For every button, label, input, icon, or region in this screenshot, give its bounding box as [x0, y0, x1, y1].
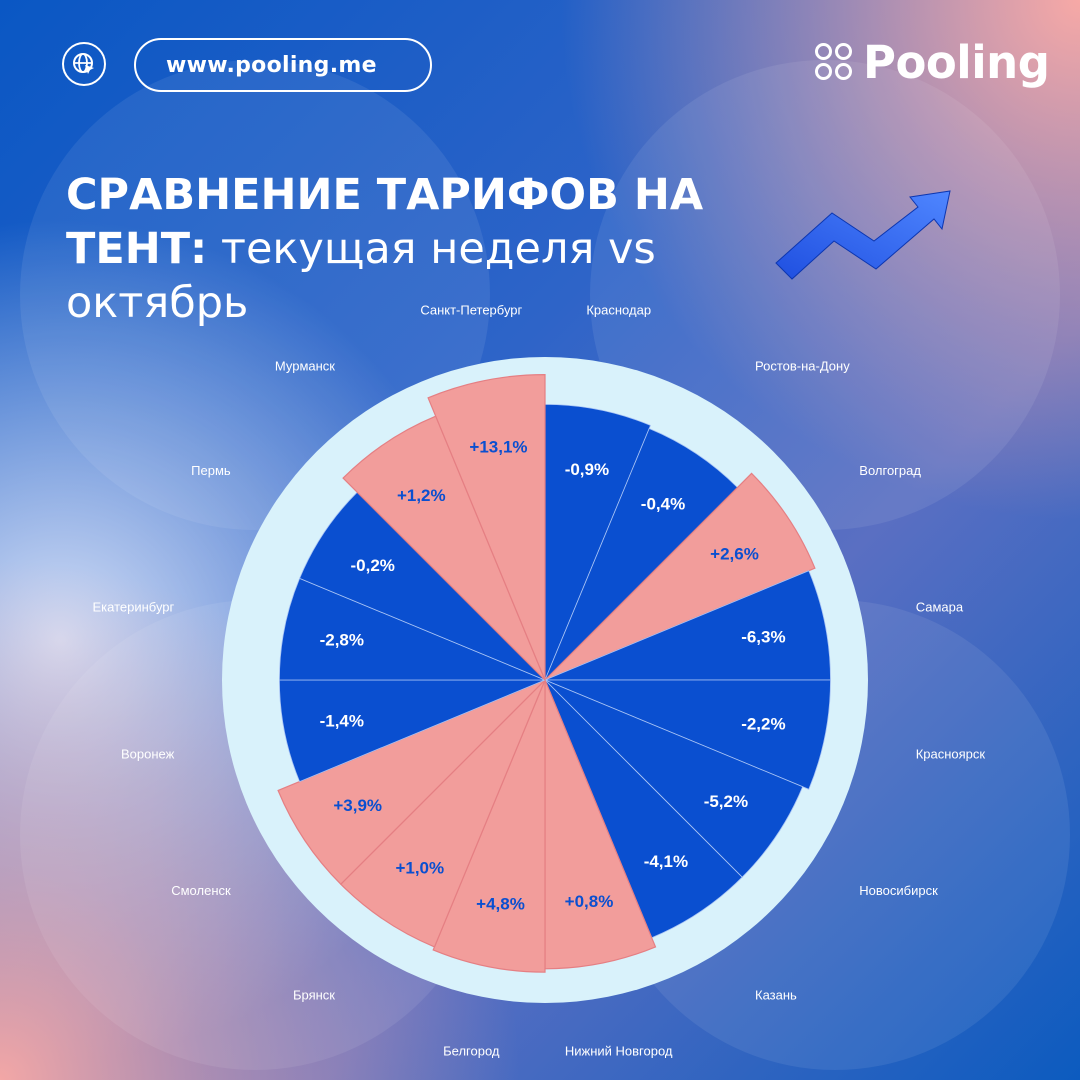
chart-value-label: +0,8%: [565, 892, 614, 911]
globe-cursor-icon[interactable]: [62, 42, 106, 86]
chart-category-label: Краснодар: [586, 302, 651, 317]
chart-value-label: -5,2%: [704, 792, 748, 811]
brand-name: Pooling: [863, 36, 1050, 89]
chart-value-label: +3,9%: [333, 796, 382, 815]
chart-wedge: [432, 679, 546, 973]
chart-category-label: Пермь: [191, 463, 231, 478]
chart-value-label: +1,2%: [397, 486, 446, 505]
chart-value-label: -0,9%: [565, 460, 609, 479]
logo-dots-icon: [815, 42, 855, 83]
trend-arrow-icon: [775, 190, 951, 280]
chart-category-label: Белгород: [443, 1044, 500, 1059]
page-title: СРАВНЕНИЕ ТАРИФОВ НА ТЕНТ: текущая недел…: [66, 168, 786, 330]
chart-value-label: +1,0%: [395, 858, 444, 877]
chart-wedge: [544, 679, 657, 970]
chart-value-label: -2,8%: [320, 631, 364, 650]
title-line-1: СРАВНЕНИЕ ТАРИФОВ НА: [66, 170, 704, 220]
chart-category-label: Екатеринбург: [93, 599, 175, 614]
website-url-link[interactable]: www.pooling.me: [134, 38, 432, 92]
chart-category-label: Красноярск: [916, 747, 986, 762]
chart-wedge: [277, 679, 546, 886]
title-line-3: октябрь: [66, 278, 249, 328]
chart-value-label: +2,6%: [710, 544, 759, 563]
chart-value-label: -4,1%: [644, 852, 688, 871]
chart-category-label: Мурманск: [275, 359, 335, 374]
chart-value-label: +4,8%: [476, 895, 525, 914]
chart-category-label: Ростов-на-Дону: [755, 359, 850, 374]
chart-category-label: Смоленск: [171, 883, 231, 898]
title-rest-part: текущая неделя vs: [207, 224, 656, 274]
chart-category-label: Брянск: [293, 987, 335, 1002]
chart-category-label: Казань: [755, 987, 797, 1002]
chart-wedge: [339, 679, 546, 948]
chart-wedge: [427, 373, 546, 681]
chart-value-label: -0,2%: [350, 556, 394, 575]
chart-category-label: Воронеж: [121, 747, 175, 762]
brand-logo: Pooling: [815, 36, 1050, 89]
title-line-2: ТЕНТ: текущая неделя vs: [66, 222, 786, 276]
chart-category-label: Самара: [916, 599, 964, 614]
chart-category-label: Волгоград: [859, 463, 921, 478]
chart-value-label: -1,4%: [320, 711, 364, 730]
title-bold-part: ТЕНТ:: [66, 224, 208, 274]
chart-value-label: -2,2%: [741, 714, 785, 733]
chart-wedge: [544, 472, 816, 681]
chart-value-label: -0,4%: [641, 494, 685, 513]
chart-value-label: -6,3%: [741, 628, 785, 647]
chart-value-label: +13,1%: [469, 437, 527, 456]
chart-category-label: Новосибирск: [859, 883, 938, 898]
chart-category-label: Нижний Новгород: [565, 1044, 673, 1059]
chart-category-label: Санкт-Петербург: [420, 302, 522, 317]
chart-wedge: [544, 679, 831, 790]
